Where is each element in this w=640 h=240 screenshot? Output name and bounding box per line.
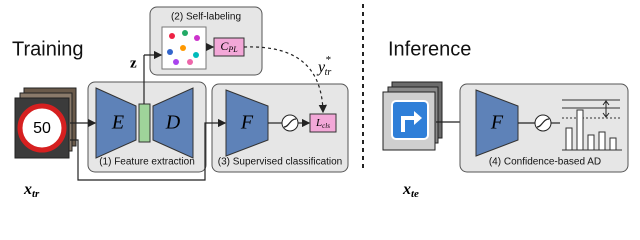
decoder — [152, 87, 194, 159]
encoder-label: E — [111, 112, 124, 134]
sign-text: 50 — [33, 120, 51, 137]
confidence-caption: (4) Confidence-based AD — [489, 157, 601, 168]
pseudo-label: y* tr — [316, 54, 331, 79]
diagram: Training Inference 50 xtr E D (1) Featur… — [12, 4, 629, 200]
latent-bar — [138, 103, 151, 143]
train-input-label: xtr — [23, 181, 40, 200]
decoder-label: D — [165, 112, 181, 134]
inference-net — [475, 89, 519, 157]
confidence-plot — [562, 99, 622, 151]
test-input-label: xte — [402, 181, 419, 200]
inference-title: Inference — [388, 38, 471, 60]
latent-label: z — [130, 55, 137, 71]
softmax-curve — [283, 118, 297, 128]
train-images: 50 — [14, 87, 77, 159]
inference-network-label: F — [490, 112, 504, 134]
clusters — [167, 30, 200, 65]
training-title: Training — [12, 38, 84, 60]
classifier-label: CPL — [220, 39, 238, 54]
feature-caption: (1) Feature extraction — [99, 157, 195, 168]
self-label-caption: (2) Self-labeling — [171, 12, 241, 23]
encoder — [95, 87, 137, 159]
softmax-curve — [536, 118, 550, 128]
test-images — [382, 81, 443, 151]
supervised-caption: (3) Supervised classification — [218, 157, 343, 168]
dashed-arrow — [243, 46, 328, 114]
network-label: F — [240, 112, 254, 134]
bypass-arrow — [70, 118, 227, 181]
loss-label: Lcls — [315, 117, 330, 130]
classifier-net — [225, 89, 269, 157]
